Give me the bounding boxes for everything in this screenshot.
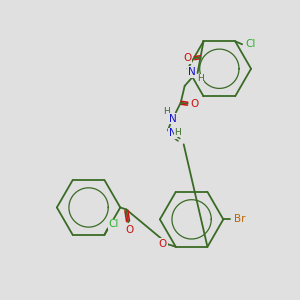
Text: Cl: Cl xyxy=(108,219,118,229)
Text: O: O xyxy=(184,53,192,63)
Text: Cl: Cl xyxy=(245,39,255,49)
Text: H: H xyxy=(164,107,170,116)
Text: O: O xyxy=(159,239,167,249)
Text: H: H xyxy=(197,74,204,83)
Text: Br: Br xyxy=(234,214,246,224)
Text: N: N xyxy=(188,67,196,77)
Text: N: N xyxy=(169,114,177,124)
Text: O: O xyxy=(190,99,199,109)
Text: N: N xyxy=(169,128,177,138)
Text: O: O xyxy=(125,225,133,235)
Text: H: H xyxy=(174,128,181,137)
